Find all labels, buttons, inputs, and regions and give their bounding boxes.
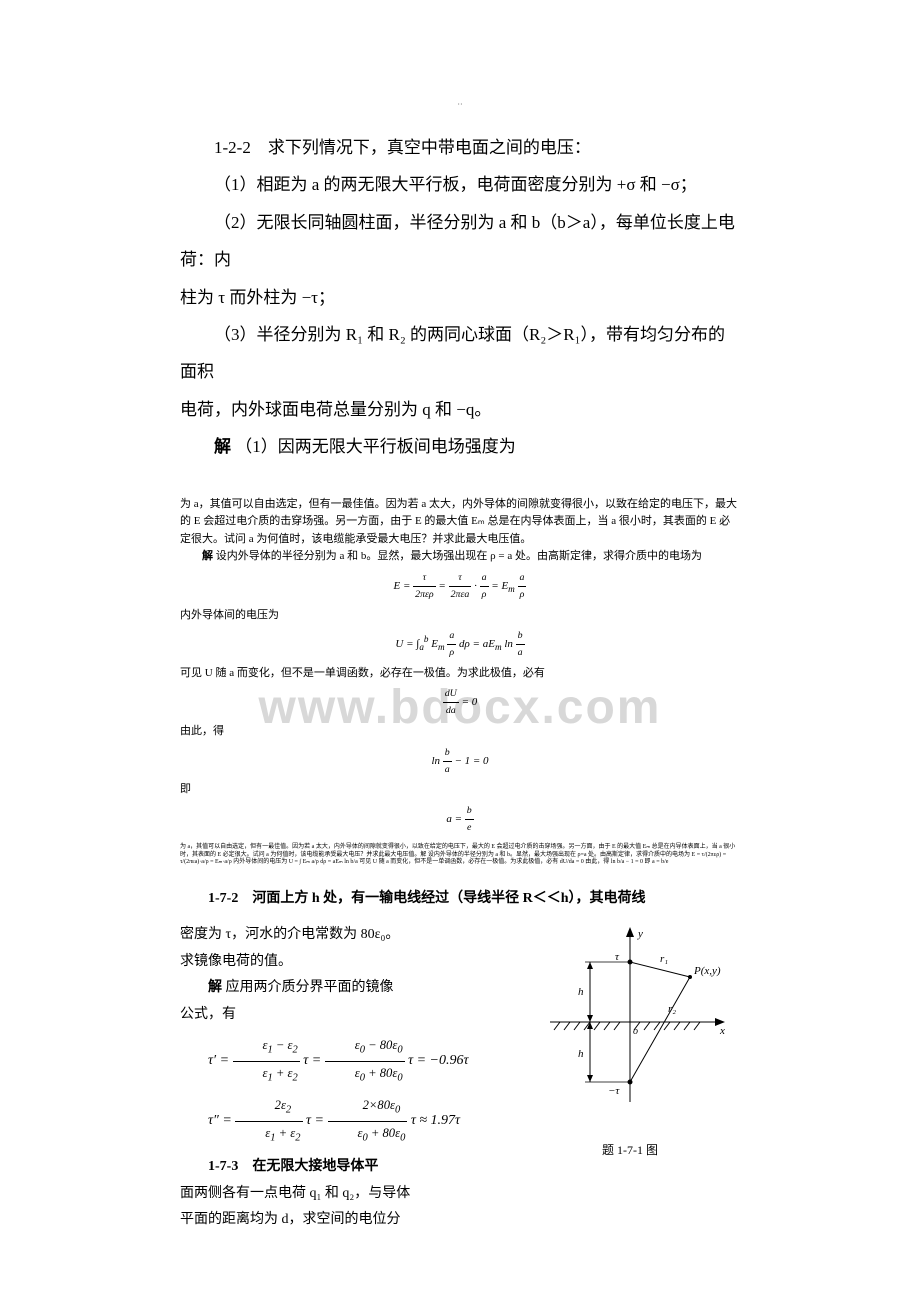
tiny-repeat-block: 为 a，其值可以自由选定，但有一最佳值。因为若 a 太大，内外导体的间隙就变得很… — [180, 844, 740, 867]
figure-caption: 题 1-7-1 图 — [520, 1139, 740, 1162]
s2-eq4: ln ba − 1 = 0 — [180, 745, 740, 778]
s4-l2: 求镜像电荷的值。 — [180, 949, 500, 976]
s4-text-column: 密度为 τ，河水的介电常数为 80ε₀。 求镜像电荷的值。 解 应用两介质分界平… — [180, 922, 500, 1234]
tiny-header: ·· — [180, 100, 740, 109]
s1-l3b: 柱为 τ 而外柱为 −τ； — [180, 279, 740, 316]
s2-p6: 即 — [180, 781, 740, 799]
s2-solution-label: 解 — [202, 550, 213, 562]
problem-1-7-2-body: 密度为 τ，河水的介电常数为 80ε₀。 求镜像电荷的值。 解 应用两介质分界平… — [180, 922, 740, 1234]
figure-1-7-1: y x — [520, 922, 740, 1234]
s4-solution-label: 解 — [208, 980, 222, 995]
solution-block: 为 a，其值可以自由选定，但有一最佳值。因为若 a 太大，内外导体的间隙就变得很… — [180, 496, 740, 836]
s2-eq1: E = τ2περ = τ2πεa · aρ = Em aρ — [180, 570, 740, 603]
diagram-svg: y x — [530, 922, 730, 1122]
s1-l4: （3）半径分别为 R₁ 和 R₂ 的两同心球面（R₂＞R₁），带有均匀分布的面积 — [180, 316, 740, 391]
s2-eq5: a = be — [180, 803, 740, 836]
tau-top-label: τ — [615, 951, 620, 963]
h-top-label: h — [578, 986, 584, 998]
y-label: y — [637, 928, 643, 940]
s4-l6: 平面的距离均为 d，求空间的电位分 — [180, 1207, 500, 1234]
s2-eq2: U = ∫ab Em aρ dρ = aEm ln ba — [180, 628, 740, 661]
s4-l4: 1-7-3 在无限大接地导体平 — [180, 1154, 500, 1181]
s2-eq3: dUda = 0 — [180, 686, 740, 719]
s2-p1: 为 a，其值可以自由选定，但有一最佳值。因为若 a 太大，内外导体的间隙就变得很… — [180, 496, 740, 549]
x-label: x — [719, 1025, 725, 1037]
s4-l1: 密度为 τ，河水的介电常数为 80ε₀。 — [180, 922, 500, 949]
problem-1-7-2-title: 1-7-2 河面上方 h 处，有一输电线经过（导线半径 R＜＜h），其电荷线 — [180, 887, 740, 907]
problem-1-2-2: 1-2-2 求下列情况下，真空中带电面之间的电压： （1）相距为 a 的两无限大… — [180, 129, 740, 466]
s2-p2-text: 设内外导体的半径分别为 a 和 b。显然，最大场强出现在 ρ = a 处。由高斯… — [216, 550, 702, 562]
s1-l4b: 电荷，内外球面电荷总量分别为 q 和 −q。 — [180, 391, 740, 428]
s1-l1: 1-2-2 求下列情况下，真空中带电面之间的电压： — [180, 129, 740, 166]
s1-l2: （1）相距为 a 的两无限大平行板，电荷面密度分别为 +σ 和 −σ； — [180, 166, 740, 203]
origin-label: o — [633, 1026, 638, 1037]
p-label: P(x,y) — [693, 965, 721, 977]
s4-eq2: τ″ = 2ε2ε1 + ε2 τ = 2×80ε0ε0 + 80ε0 τ ≈ … — [180, 1094, 500, 1148]
s2-p5: 由此，得 — [180, 723, 740, 741]
tau-bot-label: −τ — [608, 1085, 620, 1097]
s1-solution-label: 解 — [214, 437, 231, 456]
s1-l5-text: （1）因两无限大平行板间电场强度为 — [235, 437, 516, 456]
s4-l3-text: 应用两介质分界平面的镜像 — [226, 980, 394, 995]
s4-l5: 面两侧各有一点电荷 q₁ 和 q₂，与导体 — [180, 1181, 500, 1208]
s4-eq1: τ′ = ε1 − ε2ε1 + ε2 τ = ε0 − 80ε0ε0 + 80… — [180, 1034, 500, 1088]
page-content: ·· 1-2-2 求下列情况下，真空中带电面之间的电压： （1）相距为 a 的两… — [180, 100, 740, 1234]
s2-p3: 内外导体间的电压为 — [180, 607, 740, 625]
r1-label: r₁ — [660, 953, 668, 965]
s1-l3: （2）无限长同轴圆柱面，半径分别为 a 和 b（b＞a），每单位长度上电荷：内 — [180, 204, 740, 279]
s4-l3b: 公式，有 — [180, 1002, 500, 1029]
s4-l3: 解 应用两介质分界平面的镜像 — [180, 975, 500, 1002]
s2-p4: 可见 U 随 a 而变化，但不是一单调函数，必存在一极值。为求此极值，必有 — [180, 665, 740, 683]
s1-l5: 解 （1）因两无限大平行板间电场强度为 — [180, 428, 740, 465]
h-bot-label: h — [578, 1048, 584, 1060]
r2-label: r₂ — [668, 1003, 676, 1015]
s2-p2: 解 设内外导体的半径分别为 a 和 b。显然，最大场强出现在 ρ = a 处。由… — [180, 548, 740, 566]
